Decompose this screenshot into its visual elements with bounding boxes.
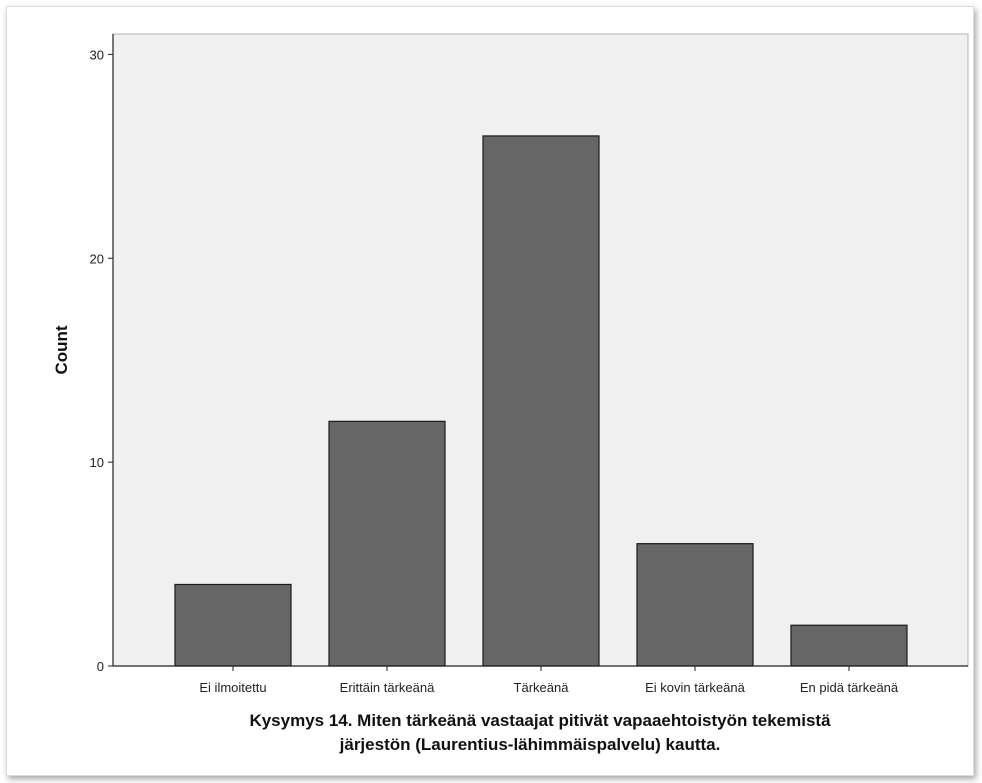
x-ticks-group: Ei ilmoitettu Erittäin tärkeänä Tärkeänä Ei… bbox=[199, 666, 899, 695]
y-tick-label-2: 20 bbox=[90, 251, 104, 266]
y-ticks-group: 0 10 20 30 bbox=[90, 47, 113, 674]
x-tick-label-0: Ei ilmoitettu bbox=[199, 680, 266, 695]
x-tick-label-1: Erittäin tärkeänä bbox=[340, 680, 435, 695]
bar-3 bbox=[636, 543, 754, 667]
x-axis-label-line-2: järjestön (Laurentius-lähimmäispalvelu) … bbox=[339, 735, 721, 754]
bar-0 bbox=[174, 583, 292, 667]
x-axis-label-line-1: Kysymys 14. Miten tärkeänä vastaajat pit… bbox=[249, 711, 831, 730]
y-tick-label-3: 30 bbox=[90, 47, 104, 62]
bars-group bbox=[174, 135, 908, 667]
x-tick-label-3: Ei kovin tärkeänä bbox=[645, 680, 745, 695]
bar-4 bbox=[790, 624, 908, 667]
y-tick-label-1: 10 bbox=[90, 455, 104, 470]
y-axis-label: Count bbox=[52, 325, 71, 374]
x-tick-label-4: En pidä tärkeänä bbox=[800, 680, 899, 695]
bar-1 bbox=[328, 420, 446, 667]
bar-2 bbox=[482, 135, 600, 667]
x-tick-label-2: Tärkeänä bbox=[514, 680, 570, 695]
y-tick-label-0: 0 bbox=[97, 659, 104, 674]
